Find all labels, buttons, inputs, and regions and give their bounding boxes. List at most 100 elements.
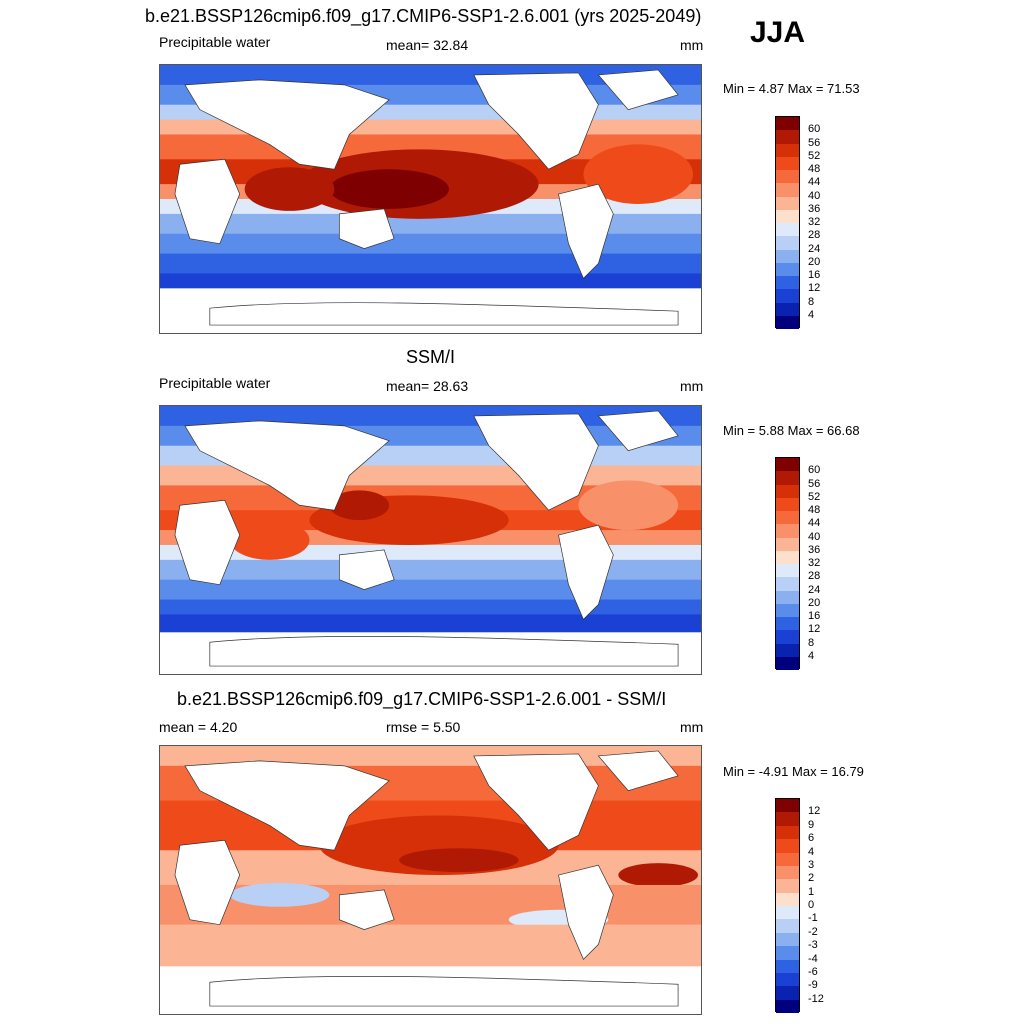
panel2-title: SSM/I <box>406 347 456 367</box>
colorbar-swatch <box>776 656 799 670</box>
colorbar-tick-label: 36 <box>808 202 821 215</box>
colorbar-swatch <box>776 603 799 617</box>
colorbar-swatch <box>776 630 799 644</box>
colorbar-swatch <box>776 262 799 276</box>
panel2-variable-label: Precipitable water <box>159 375 271 391</box>
colorbar-tick-label: 44 <box>808 517 821 530</box>
colorbar-tick-label: 32 <box>808 216 821 228</box>
colorbar-tick-label: 56 <box>808 477 821 490</box>
colorbar-tick-label: 8 <box>808 295 815 308</box>
colorbar-swatch <box>776 879 799 893</box>
panel3-units: mm <box>680 719 704 735</box>
colorbar-tick-label: 16 <box>808 269 821 281</box>
panel1-map <box>159 64 702 334</box>
colorbar-tick-label: 6 <box>808 832 815 845</box>
panel3-colorbar <box>775 798 800 1013</box>
colorbar-tick-label: 4 <box>808 308 815 321</box>
colorbar-tick-label: 16 <box>808 610 821 622</box>
colorbar-tick-label: 9 <box>808 818 815 831</box>
colorbar-swatch <box>776 209 799 223</box>
colorbar-tick-label: -1 <box>808 912 818 925</box>
colorbar-swatch <box>776 946 799 960</box>
colorbar-tick-label: -12 <box>808 992 824 1005</box>
panel2-colorbar <box>775 457 800 670</box>
colorbar-tick-label: 8 <box>808 636 815 649</box>
colorbar-swatch <box>776 550 799 564</box>
colorbar-tick-label: 36 <box>808 543 821 556</box>
colorbar-tick-label: -2 <box>808 925 818 938</box>
colorbar-tick-label: 60 <box>808 123 821 136</box>
colorbar-swatch <box>776 183 799 197</box>
panel2-map <box>159 405 702 675</box>
colorbar-swatch <box>776 932 799 947</box>
colorbar-swatch <box>776 577 799 591</box>
colorbar-swatch <box>776 117 799 131</box>
panel1-colorbar <box>775 116 800 329</box>
colorbar-tick-label: 52 <box>808 490 821 503</box>
colorbar-swatch <box>776 497 799 511</box>
colorbar-swatch <box>776 865 799 880</box>
colorbar-tick-label: 60 <box>808 464 821 477</box>
colorbar-tick-label: 48 <box>808 504 821 516</box>
colorbar-tick-label: 52 <box>808 149 821 162</box>
panel1-title: b.e21.BSSP126cmip6.f09_g17.CMIP6-SSP1-2.… <box>145 6 702 26</box>
colorbar-tick-label: 44 <box>808 176 821 189</box>
panel3-mean-label: mean = 4.20 <box>159 719 238 735</box>
panel2-minmax: Min = 5.88 Max = 66.68 <box>723 423 860 438</box>
panel1-units: mm <box>680 37 704 53</box>
panel1-mean-label: mean= 32.84 <box>386 37 469 53</box>
colorbar-swatch <box>776 999 799 1013</box>
panel2-units: mm <box>680 378 704 394</box>
colorbar-tick-label: 24 <box>808 583 821 596</box>
colorbar-swatch <box>776 643 799 657</box>
colorbar-swatch <box>776 196 799 210</box>
colorbar-swatch <box>776 590 799 604</box>
panel3-title: b.e21.BSSP126cmip6.f09_g17.CMIP6-SSP1-2.… <box>177 689 667 709</box>
colorbar-swatch <box>776 458 799 472</box>
panel3-minmax: Min = -4.91 Max = 16.79 <box>723 764 864 779</box>
colorbar-swatch <box>776 524 799 538</box>
colorbar-swatch <box>776 289 799 303</box>
colorbar-tick-label: 48 <box>808 163 821 175</box>
colorbar-tick-label: 3 <box>808 858 815 871</box>
colorbar-swatch <box>776 302 799 316</box>
colorbar-tick-label: 20 <box>808 596 821 609</box>
colorbar-tick-label: 12 <box>808 805 821 818</box>
colorbar-tick-label: 12 <box>808 623 821 636</box>
colorbar-swatch <box>776 812 799 826</box>
panel3-rmse-label: rmse = 5.50 <box>386 719 461 735</box>
colorbar-tick-label: 40 <box>808 530 821 543</box>
colorbar-swatch <box>776 143 799 157</box>
colorbar-tick-label: 12 <box>808 282 821 295</box>
colorbar-swatch <box>776 170 799 184</box>
colorbar-tick-label: 32 <box>808 557 821 569</box>
colorbar-tick-label: -4 <box>808 952 818 965</box>
colorbar-swatch <box>776 511 799 525</box>
colorbar-swatch <box>776 972 799 987</box>
colorbar-swatch <box>776 564 799 578</box>
colorbar-swatch <box>776 315 799 329</box>
colorbar-swatch <box>776 892 799 906</box>
colorbar-tick-label: 28 <box>808 229 821 242</box>
colorbar-swatch <box>776 249 799 263</box>
colorbar-tick-label: 1 <box>808 885 815 898</box>
colorbar-swatch <box>776 986 799 1000</box>
colorbar-swatch <box>776 130 799 144</box>
colorbar-tick-label: 4 <box>808 649 815 662</box>
panel2-mean-label: mean= 28.63 <box>386 378 469 394</box>
colorbar-tick-label: 40 <box>808 189 821 202</box>
season-label: JJA <box>750 16 806 49</box>
colorbar-tick-label: -9 <box>808 979 818 992</box>
colorbar-swatch <box>776 799 799 813</box>
colorbar-tick-label: -6 <box>808 965 818 978</box>
colorbar-swatch <box>776 852 799 866</box>
colorbar-swatch <box>776 919 799 933</box>
colorbar-tick-label: 24 <box>808 242 821 255</box>
colorbar-swatch <box>776 223 799 237</box>
colorbar-swatch <box>776 839 799 853</box>
colorbar-swatch <box>776 959 799 973</box>
colorbar-tick-label: 56 <box>808 136 821 149</box>
colorbar-tick-label: 28 <box>808 570 821 583</box>
colorbar-swatch <box>776 484 799 498</box>
colorbar-tick-label: -3 <box>808 939 818 952</box>
